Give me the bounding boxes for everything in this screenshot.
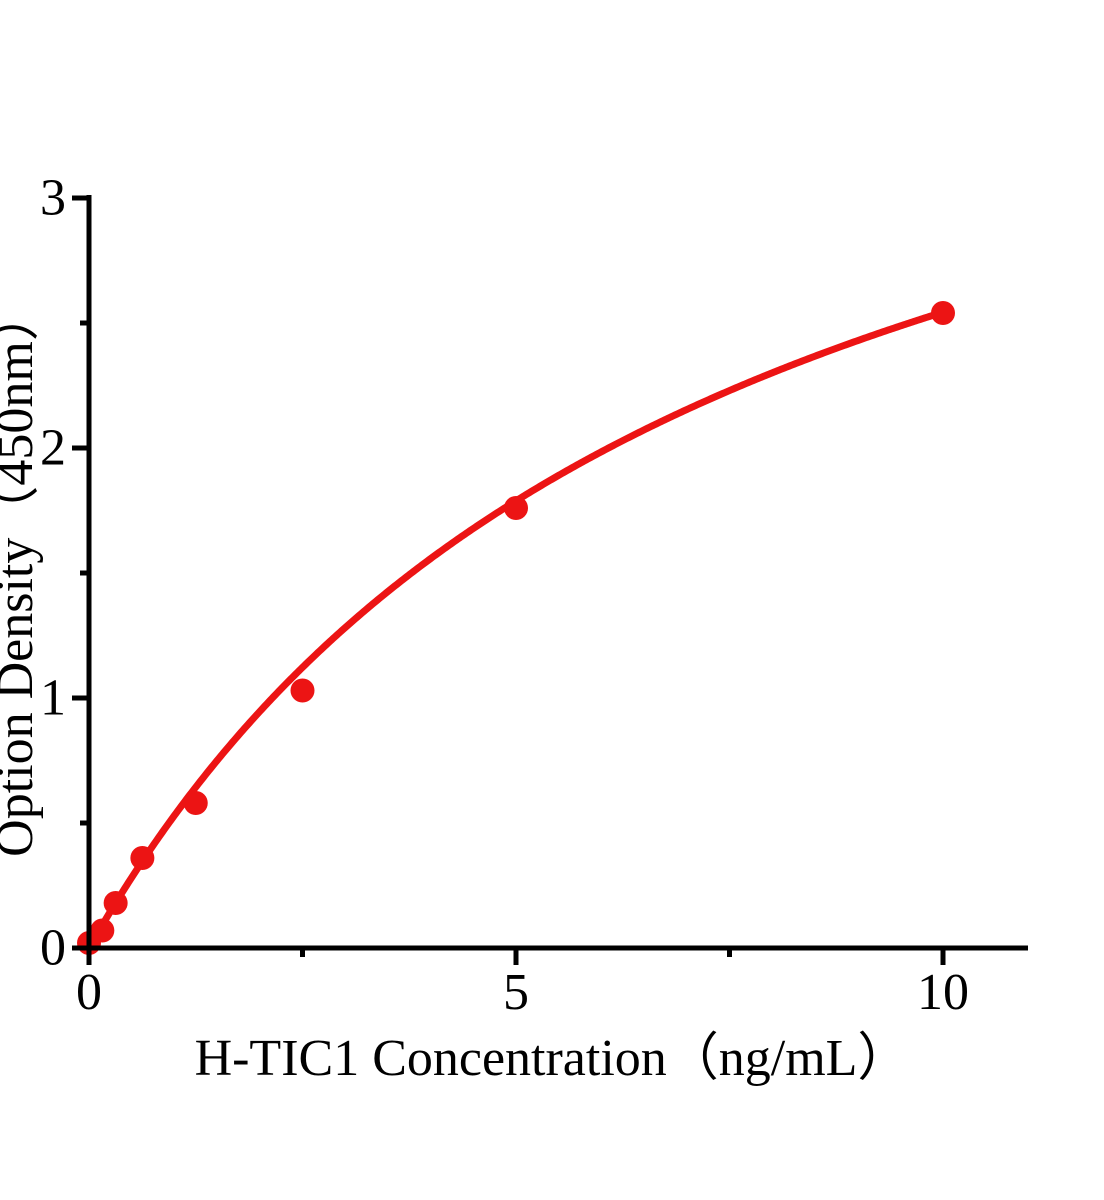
y-tick-label: 1 — [40, 670, 66, 727]
y-tick-label: 0 — [40, 920, 66, 977]
y-tick-label: 3 — [40, 170, 66, 227]
x-tick-label: 5 — [503, 964, 529, 1021]
x-tick-label: 0 — [76, 964, 102, 1021]
axes-layer — [72, 195, 1028, 965]
data-point — [183, 791, 208, 815]
data-point — [290, 678, 315, 703]
tick-label-layer: 0 5 10 0 1 2 3 — [40, 170, 969, 1022]
fit-curve-line — [85, 308, 947, 952]
data-point — [90, 918, 115, 943]
y-axis-title: Option Density（450nm） — [0, 289, 44, 857]
data-point — [504, 496, 528, 520]
data-point — [130, 846, 155, 870]
data-point — [103, 891, 128, 915]
y-tick-label: 2 — [40, 420, 66, 477]
x-axis-title: H-TIC1 Concentration（ng/mL） — [195, 1030, 910, 1087]
x-tick-label: 10 — [917, 964, 969, 1021]
data-point — [931, 301, 955, 325]
data-series-layer — [77, 301, 955, 955]
